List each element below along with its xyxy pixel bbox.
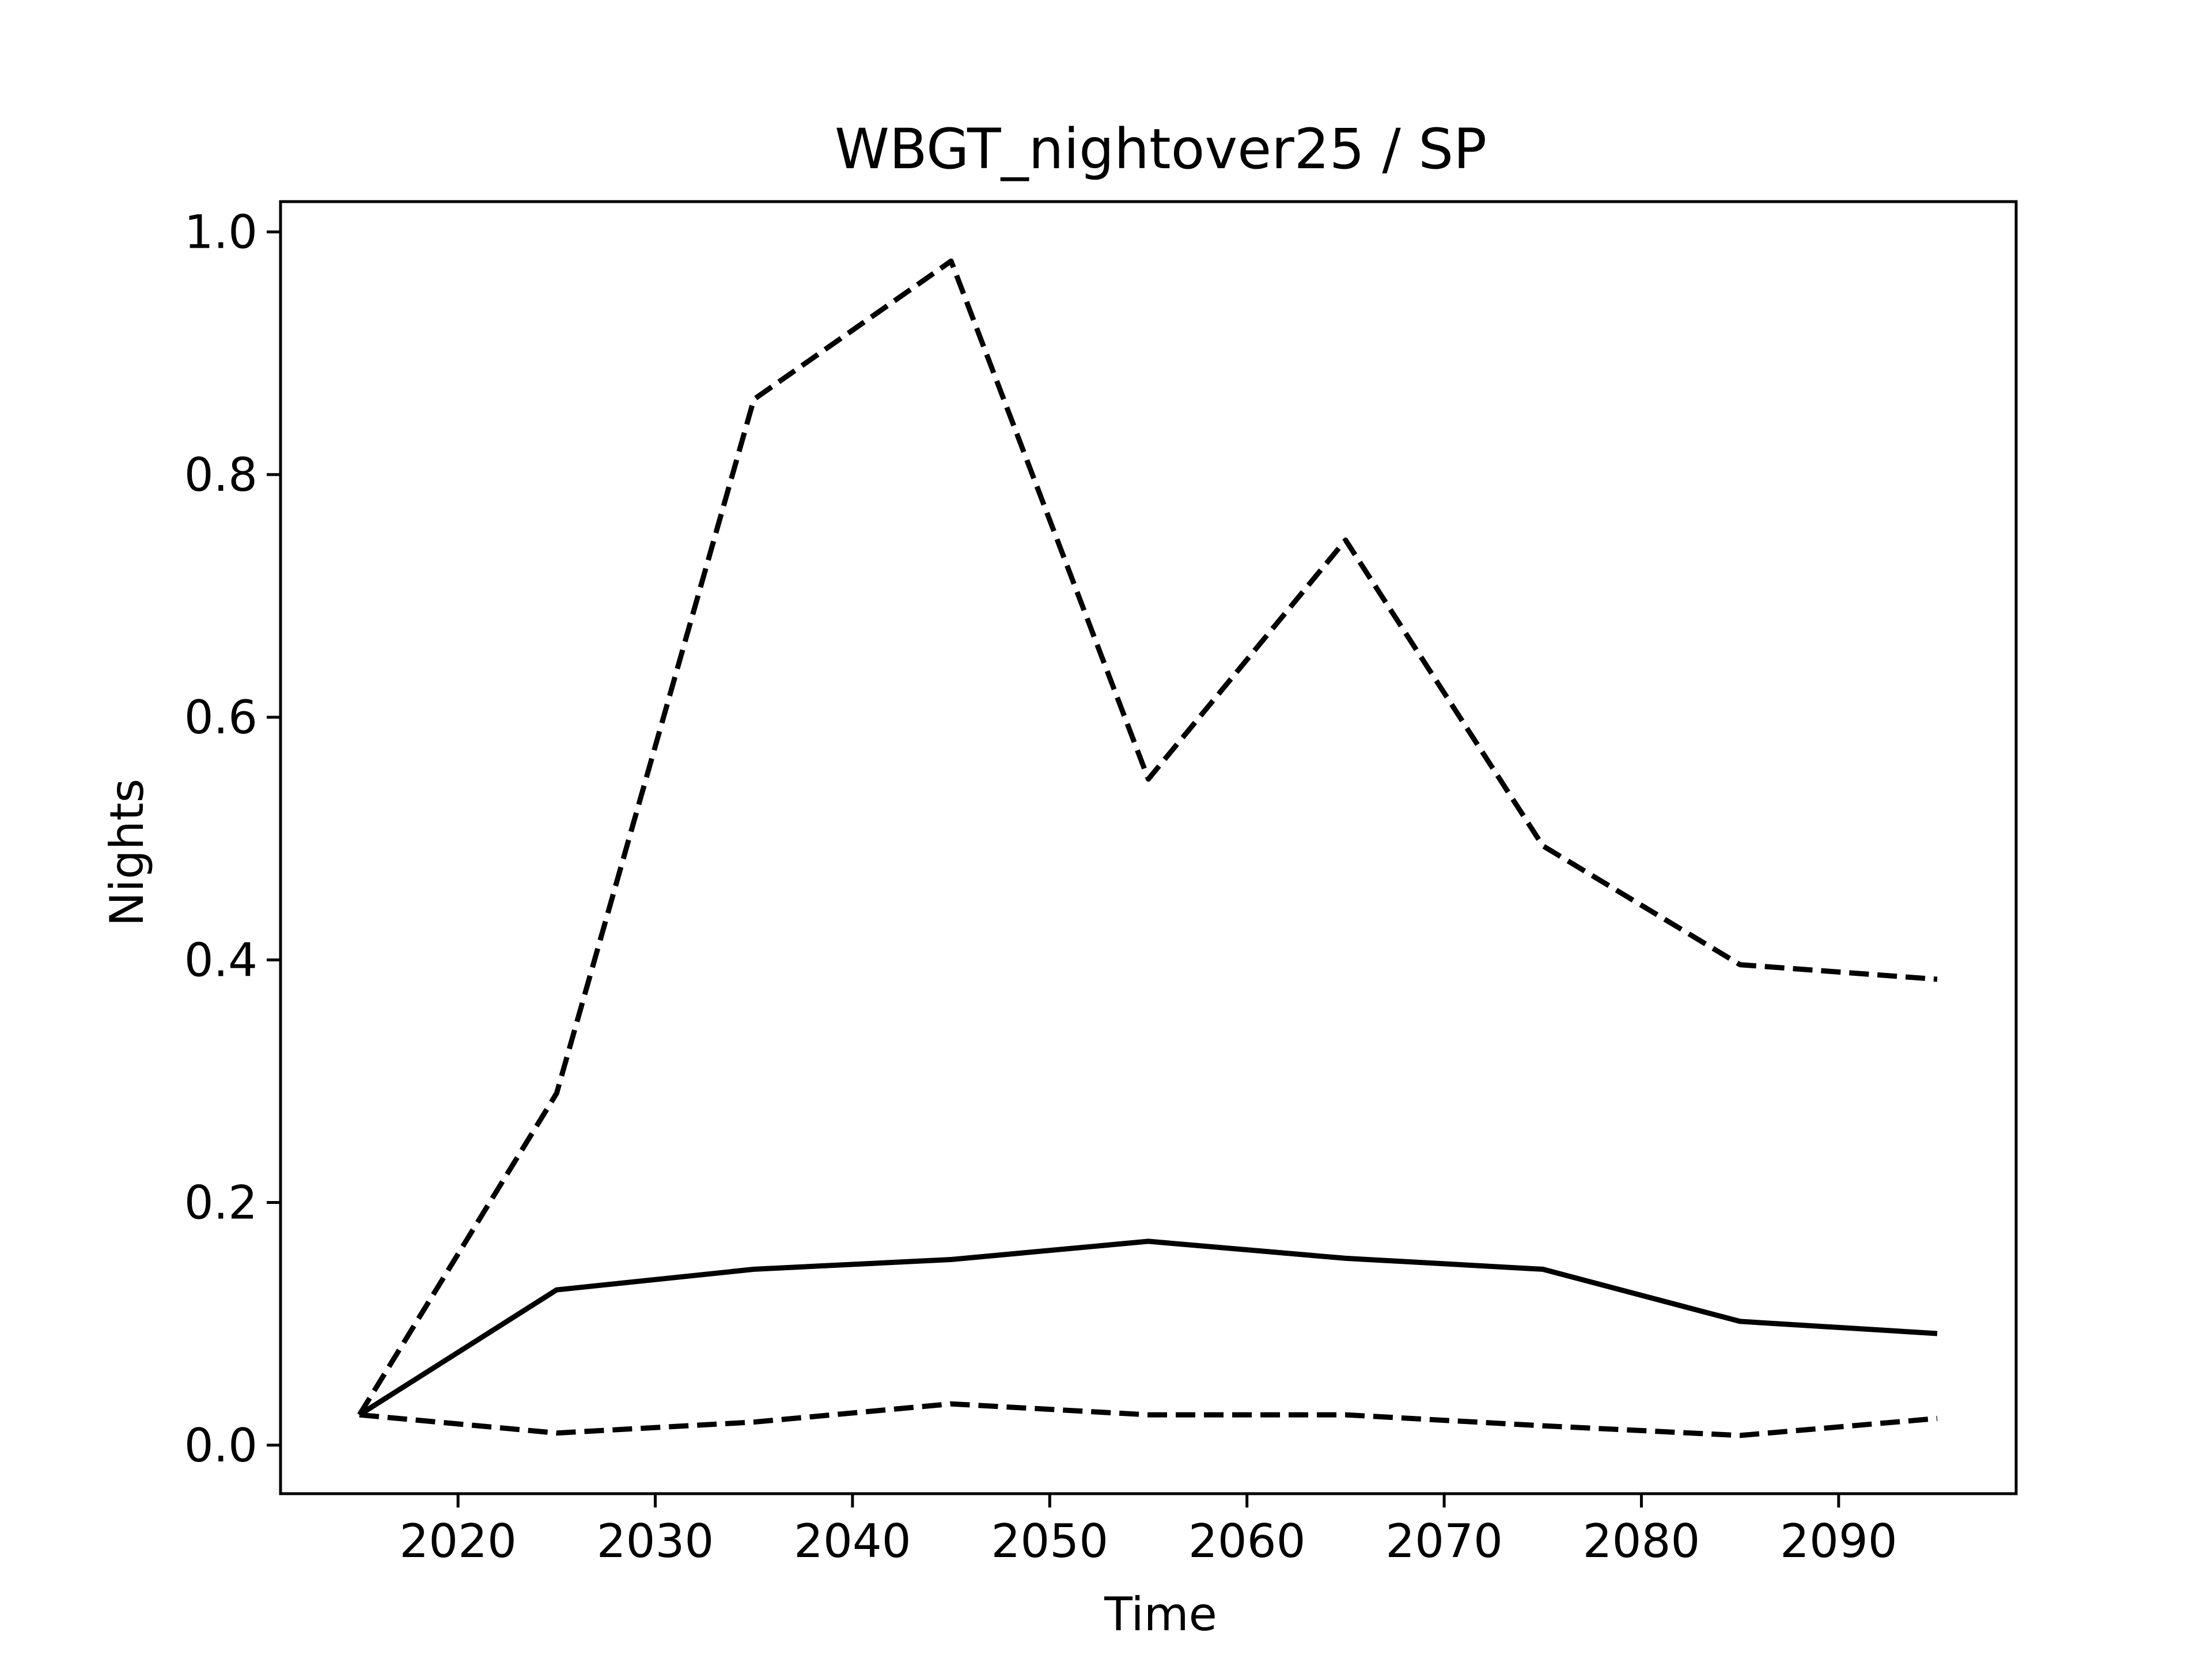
series-line-3 bbox=[359, 1401, 1938, 1438]
y-tick-label: 0.0 bbox=[184, 1419, 257, 1472]
series-line-1 bbox=[357, 258, 1938, 1416]
x-tick-label: 2050 bbox=[991, 1514, 1109, 1568]
y-tick-label: 1.0 bbox=[184, 206, 257, 259]
x-tick-label: 2020 bbox=[399, 1514, 517, 1568]
y-tick-label: 0.2 bbox=[184, 1176, 257, 1230]
x-tick-label: 2090 bbox=[1780, 1514, 1897, 1568]
x-axis: 2020 2030 2040 2050 2060 2070 2080 2090 bbox=[399, 1494, 1897, 1568]
y-tick-label: 0.8 bbox=[184, 448, 257, 502]
y-axis: 0.0 0.2 0.4 0.6 0.8 1.0 bbox=[184, 206, 281, 1472]
plot-frame bbox=[279, 200, 2018, 1495]
y-tick-label: 0.6 bbox=[184, 691, 257, 744]
chart-title: WBGT_nightover25 / SP bbox=[835, 117, 1487, 181]
x-tick-label: 2070 bbox=[1385, 1514, 1503, 1568]
x-tick-label: 2060 bbox=[1188, 1514, 1306, 1568]
x-axis-label: Time bbox=[1104, 1588, 1217, 1641]
x-tick-label: 2080 bbox=[1583, 1514, 1700, 1568]
x-tick-label: 2030 bbox=[597, 1514, 714, 1568]
y-tick-label: 0.4 bbox=[184, 933, 257, 987]
series-line-2 bbox=[358, 1238, 1938, 1417]
plot-area bbox=[279, 200, 2018, 1495]
y-axis-label: Nights bbox=[100, 779, 154, 927]
x-tick-label: 2040 bbox=[794, 1514, 911, 1568]
